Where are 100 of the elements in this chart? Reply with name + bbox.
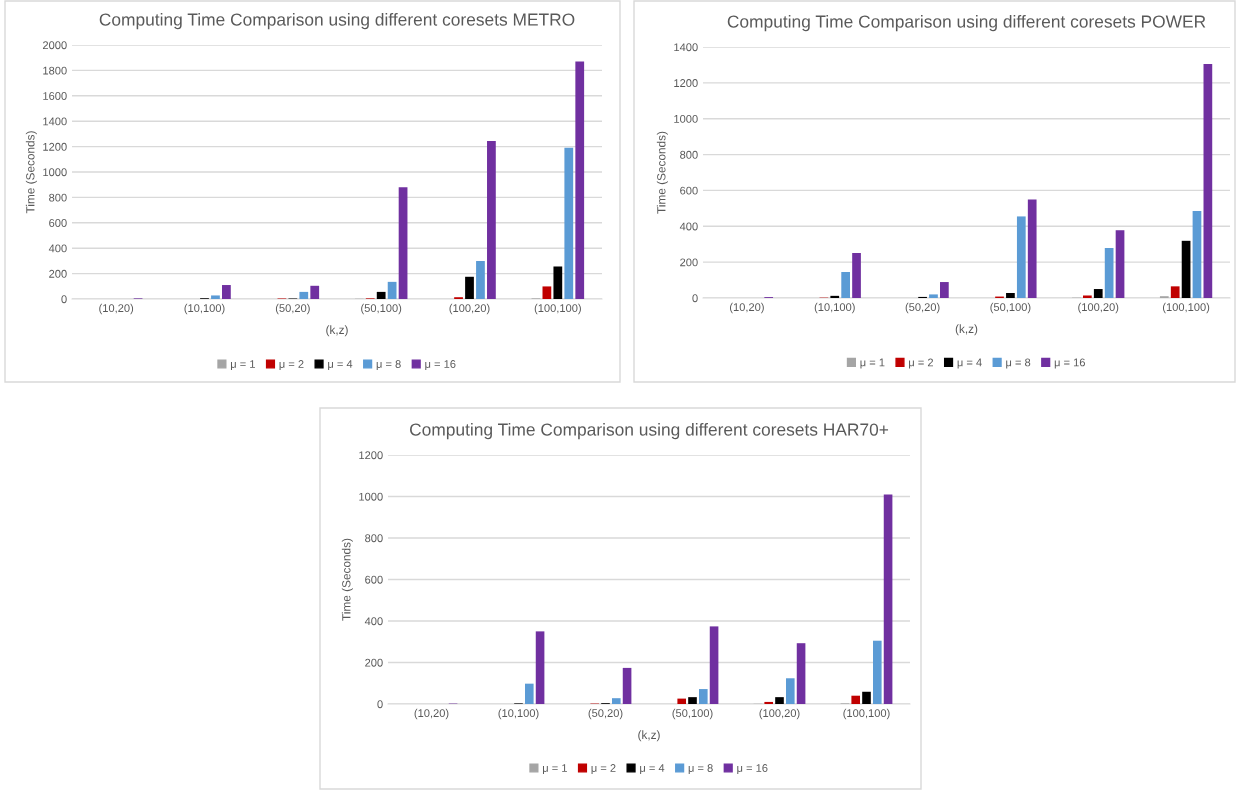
bar bbox=[883, 494, 893, 704]
bar bbox=[940, 282, 949, 298]
legend-label: μ = 16 bbox=[425, 360, 456, 370]
bar bbox=[222, 285, 231, 299]
x-tick-label: (100,20) bbox=[759, 708, 800, 720]
bar bbox=[387, 281, 397, 299]
bar bbox=[872, 640, 882, 704]
bar bbox=[830, 295, 840, 298]
bar bbox=[465, 276, 474, 299]
bar bbox=[1016, 216, 1026, 298]
x-tick-label: (50,100) bbox=[672, 708, 713, 720]
bar bbox=[785, 678, 795, 704]
bar bbox=[851, 695, 861, 704]
bar bbox=[535, 631, 545, 704]
y-tick-label: 800 bbox=[49, 193, 67, 202]
y-tick-label: 1200 bbox=[674, 79, 698, 87]
bar bbox=[476, 261, 485, 299]
y-tick-label: 1600 bbox=[43, 92, 67, 100]
y-tick-label: 600 bbox=[365, 575, 383, 584]
legend-label: μ = 8 bbox=[376, 360, 401, 370]
legend-label: μ = 4 bbox=[957, 358, 982, 369]
bar bbox=[775, 697, 784, 704]
bar bbox=[709, 626, 719, 704]
bar bbox=[622, 667, 632, 704]
x-tick-label: (10,20) bbox=[414, 708, 449, 720]
legend-label: μ = 2 bbox=[909, 358, 934, 369]
bar bbox=[553, 266, 563, 299]
bar bbox=[1006, 292, 1015, 298]
legend-label: μ = 1 bbox=[542, 764, 567, 774]
y-tick-label: 0 bbox=[377, 700, 383, 709]
x-tick-label: (100,100) bbox=[843, 708, 890, 720]
y-tick-label: 1000 bbox=[43, 168, 67, 177]
bar bbox=[1093, 289, 1103, 298]
legend-label: μ = 2 bbox=[279, 360, 304, 370]
y-tick-label: 800 bbox=[365, 534, 383, 543]
bar bbox=[688, 697, 697, 704]
y-tick-label: 1400 bbox=[43, 117, 67, 126]
bar bbox=[1083, 295, 1092, 298]
bar bbox=[299, 291, 309, 299]
bar bbox=[1027, 199, 1037, 298]
bar bbox=[764, 701, 774, 704]
bar bbox=[1104, 247, 1114, 298]
bar bbox=[677, 698, 687, 704]
x-tick-label: (10,20) bbox=[99, 303, 134, 315]
x-tick-label: (50,100) bbox=[361, 303, 402, 315]
y-tick-label: 400 bbox=[364, 617, 383, 626]
bar bbox=[698, 689, 708, 704]
bar bbox=[611, 698, 621, 704]
legend-label: μ = 1 bbox=[860, 358, 885, 369]
x-tick-label: (100,20) bbox=[449, 303, 490, 315]
y-tick-label: 200 bbox=[365, 658, 383, 667]
bar bbox=[796, 643, 806, 704]
x-tick-label: (50,20) bbox=[588, 708, 623, 720]
bar bbox=[1203, 64, 1213, 298]
x-tick-label: (10,20) bbox=[730, 302, 764, 314]
x-axis-title: (k,z) bbox=[326, 325, 348, 337]
legend-label: μ = 8 bbox=[1006, 358, 1031, 369]
y-tick-label: 400 bbox=[679, 222, 698, 231]
y-tick-label: 1200 bbox=[359, 451, 383, 460]
y-tick-label: 0 bbox=[61, 295, 67, 304]
x-tick-label: (50,100) bbox=[990, 302, 1031, 314]
y-tick-label: 1800 bbox=[43, 66, 67, 75]
bar bbox=[310, 285, 320, 299]
bar bbox=[564, 147, 574, 299]
bar bbox=[1181, 240, 1191, 298]
y-tick-label: 2000 bbox=[42, 41, 67, 50]
bar bbox=[211, 295, 220, 299]
x-axis-title: (k,z) bbox=[638, 730, 660, 742]
legend-label: μ = 2 bbox=[591, 764, 616, 774]
y-tick-label: 800 bbox=[680, 150, 698, 159]
bar bbox=[376, 291, 386, 299]
chart-title: Computing Time Comparison using different coresets POWER bbox=[727, 14, 1206, 32]
y-tick-label: 1000 bbox=[674, 114, 698, 123]
legend-label: μ = 16 bbox=[1054, 358, 1085, 369]
y-tick-label: 1400 bbox=[674, 43, 698, 52]
chart-title: Computing Time Comparison using different coresets METRO bbox=[99, 12, 575, 30]
y-axis-title: Time (Seconds) bbox=[25, 131, 37, 214]
bar bbox=[524, 683, 534, 704]
bar bbox=[1192, 211, 1202, 298]
y-tick-label: 200 bbox=[49, 269, 67, 278]
y-tick-label: 600 bbox=[49, 219, 67, 227]
x-tick-label: (100,100) bbox=[1162, 302, 1210, 314]
y-tick-label: 1200 bbox=[43, 142, 67, 151]
y-axis-title: Time (Seconds) bbox=[656, 131, 668, 214]
x-tick-label: (10,100) bbox=[184, 303, 225, 315]
y-axis-title: Time (Seconds) bbox=[341, 538, 353, 621]
legend-label: μ = 16 bbox=[737, 764, 768, 774]
bar bbox=[841, 272, 850, 298]
legend-label: μ = 1 bbox=[230, 360, 255, 370]
x-axis-title: (k,z) bbox=[955, 324, 978, 336]
bar bbox=[852, 253, 861, 298]
bar bbox=[487, 140, 496, 299]
x-tick-label: (100,20) bbox=[1078, 302, 1119, 314]
bar bbox=[929, 294, 938, 298]
y-tick-label: 200 bbox=[680, 258, 698, 267]
y-tick-label: 1000 bbox=[359, 492, 383, 501]
x-tick-label: (50,20) bbox=[905, 302, 940, 314]
chart-title: Computing Time Comparison using different coresets HAR70+ bbox=[410, 422, 889, 440]
y-tick-label: 400 bbox=[48, 244, 67, 253]
legend-label: μ = 4 bbox=[640, 764, 665, 774]
